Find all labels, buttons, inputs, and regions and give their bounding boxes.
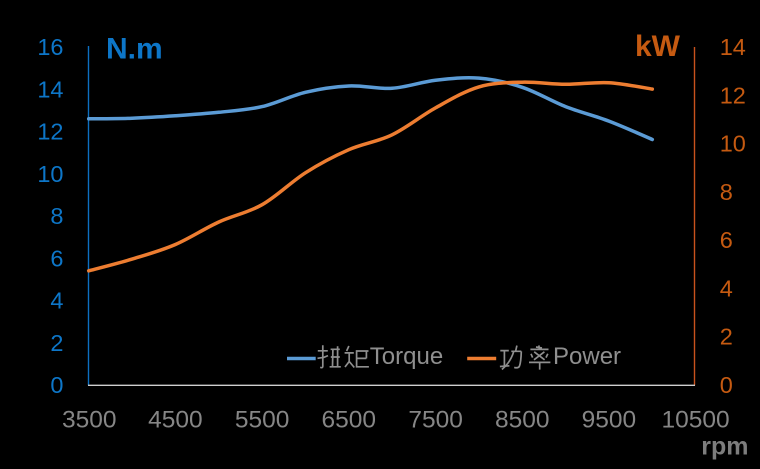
svg-text:rpm: rpm xyxy=(701,433,748,461)
svg-text:7500: 7500 xyxy=(408,407,463,434)
svg-text:Torque: Torque xyxy=(370,343,443,370)
svg-text:14: 14 xyxy=(37,76,63,102)
svg-text:8: 8 xyxy=(720,179,733,205)
svg-text:10500: 10500 xyxy=(662,407,730,434)
svg-text:16: 16 xyxy=(37,34,63,60)
svg-text:6: 6 xyxy=(50,245,63,271)
svg-text:8500: 8500 xyxy=(495,407,550,434)
svg-text:0: 0 xyxy=(720,372,733,398)
svg-text:5500: 5500 xyxy=(235,407,290,434)
svg-text:14: 14 xyxy=(720,34,746,60)
svg-text:10: 10 xyxy=(37,161,63,187)
svg-text:6: 6 xyxy=(720,227,733,253)
svg-text:10: 10 xyxy=(720,131,746,157)
svg-text:6500: 6500 xyxy=(322,407,377,434)
svg-text:kW: kW xyxy=(635,30,681,63)
svg-text:N.m: N.m xyxy=(106,33,163,66)
svg-text:9500: 9500 xyxy=(582,407,637,434)
svg-text:Power: Power xyxy=(553,343,621,370)
svg-text:4: 4 xyxy=(50,288,63,314)
svg-text:0: 0 xyxy=(50,372,63,398)
svg-text:12: 12 xyxy=(37,119,63,145)
svg-text:2: 2 xyxy=(720,324,733,350)
svg-text:2: 2 xyxy=(50,330,63,356)
svg-text:12: 12 xyxy=(720,82,746,108)
svg-text:3500: 3500 xyxy=(62,407,117,434)
svg-text:4500: 4500 xyxy=(148,407,203,434)
svg-text:8: 8 xyxy=(50,203,63,229)
svg-text:4: 4 xyxy=(720,275,733,301)
